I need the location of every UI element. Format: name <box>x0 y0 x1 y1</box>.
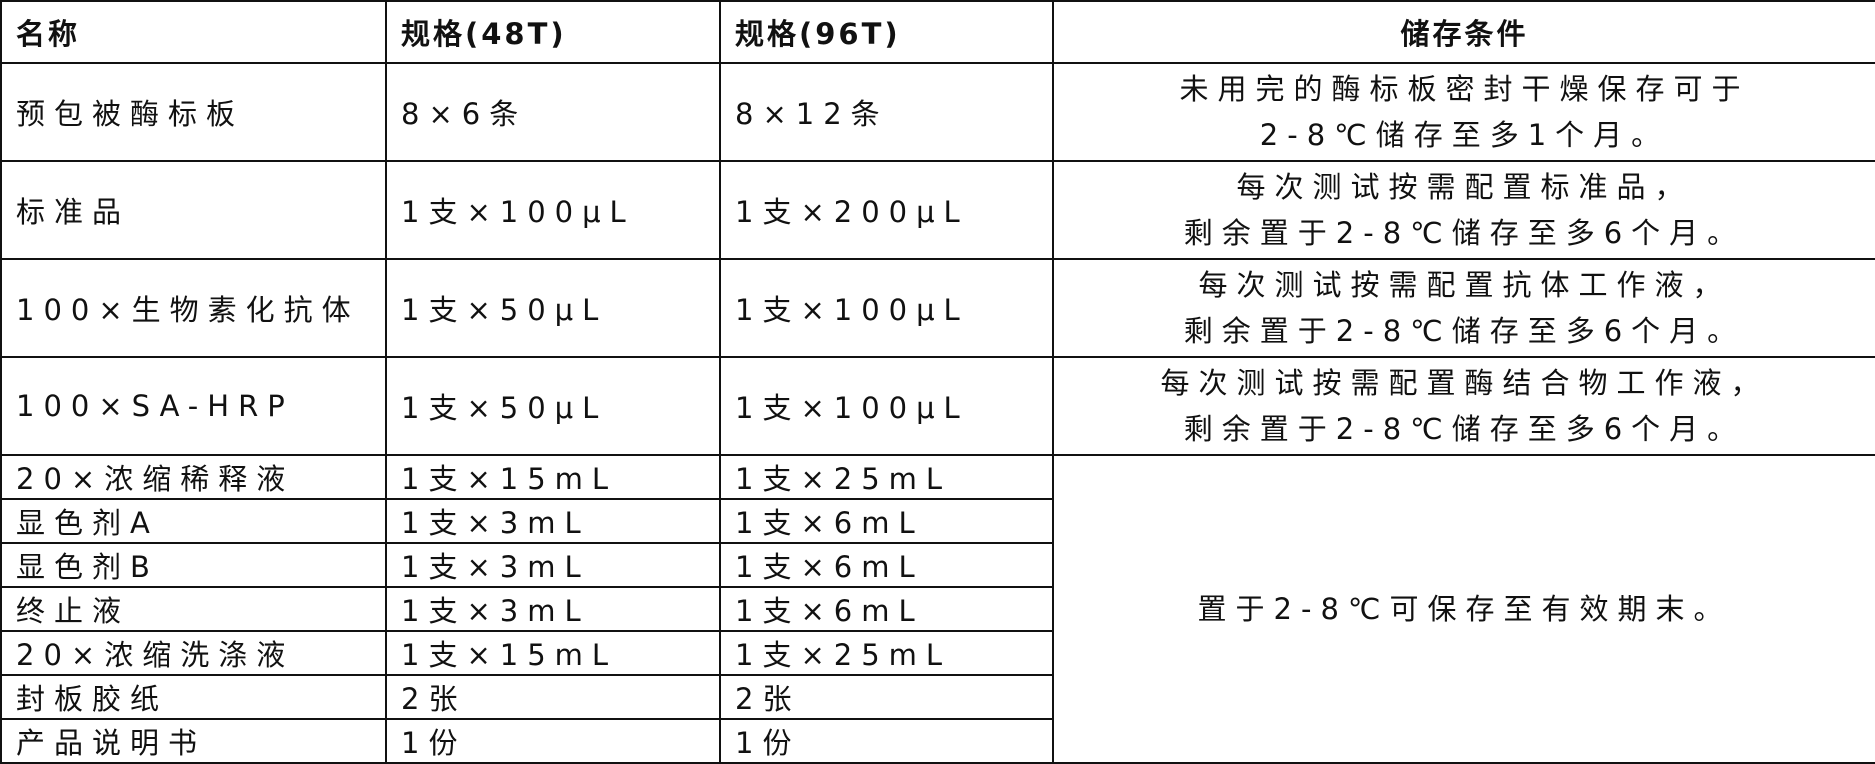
cell-name: 标准品 <box>0 160 387 260</box>
table-row: 标准品 1支×100μL 1支×200μL 每次测试按需配置标准品， 剩余置于2-8℃储… <box>0 160 1875 260</box>
cell-name: 终止液 <box>0 586 387 632</box>
header-spec-96t: 规格(96T) <box>719 0 1054 64</box>
cell-spec48: 1支×50μL <box>385 258 721 358</box>
cell-name: 预包被酶标板 <box>0 62 387 162</box>
cell-storage: 每次测试按需配置标准品， 剩余置于2-8℃储存至多6个月。 <box>1052 160 1875 260</box>
storage-line: 每次测试按需配置抗体工作液， <box>1198 268 1731 302</box>
storage-line: 2-8℃储存至多1个月。 <box>1259 118 1670 152</box>
cell-spec48: 1支×50μL <box>385 356 721 456</box>
cell-spec48: 8×6条 <box>385 62 721 162</box>
cell-spec96: 1支×6mL <box>719 542 1054 588</box>
cell-spec96: 1支×25mL <box>719 630 1054 676</box>
cell-spec48: 2张 <box>385 674 721 720</box>
storage-line: 剩余置于2-8℃储存至多6个月。 <box>1183 314 1746 348</box>
cell-name: 产品说明书 <box>0 718 387 764</box>
table-row: 显色剂A 1支×3mL 1支×6mL <box>0 498 1875 544</box>
table-row: 终止液 1支×3mL 1支×6mL <box>0 586 1875 632</box>
cell-spec96: 1份 <box>719 718 1054 764</box>
cell-spec96: 1支×6mL <box>719 498 1054 544</box>
header-name: 名称 <box>0 0 387 64</box>
cell-name: 100×SA-HRP <box>0 356 387 456</box>
cell-spec96: 1支×25mL <box>719 454 1054 500</box>
cell-name: 封板胶纸 <box>0 674 387 720</box>
cell-spec96: 1支×200μL <box>719 160 1054 260</box>
cell-storage: 每次测试按需配置抗体工作液， 剩余置于2-8℃储存至多6个月。 <box>1052 258 1875 358</box>
table-row: 20×浓缩稀释液 1支×15mL 1支×25mL 置于2-8℃可保存至有效期末。 <box>0 454 1875 764</box>
cell-spec96: 2张 <box>719 674 1054 720</box>
cell-name: 显色剂B <box>0 542 387 588</box>
storage-line: 每次测试按需配置标准品， <box>1236 170 1693 204</box>
cell-storage: 未用完的酶标板密封干燥保存可于 2-8℃储存至多1个月。 <box>1052 62 1875 162</box>
cell-storage: 每次测试按需配置酶结合物工作液， 剩余置于2-8℃储存至多6个月。 <box>1052 356 1875 456</box>
cell-shared-storage: 置于2-8℃可保存至有效期末。 <box>1052 454 1875 764</box>
cell-spec48: 1支×15mL <box>385 630 721 676</box>
cell-spec48: 1支×15mL <box>385 454 721 500</box>
cell-name: 20×浓缩稀释液 <box>0 454 387 500</box>
cell-spec48: 1支×3mL <box>385 542 721 588</box>
cell-spec48: 1支×100μL <box>385 160 721 260</box>
cell-spec96: 1支×100μL <box>719 258 1054 358</box>
header-row: 名称 规格(48T) 规格(96T) 储存条件 <box>0 0 1875 64</box>
cell-spec96: 1支×6mL <box>719 586 1054 632</box>
header-spec-48t: 规格(48T) <box>385 0 721 64</box>
storage-line: 每次测试按需配置酶结合物工作液， <box>1160 366 1769 400</box>
cell-spec96: 1支×100μL <box>719 356 1054 456</box>
table-row: 显色剂B 1支×3mL 1支×6mL <box>0 542 1875 588</box>
cell-name: 20×浓缩洗涤液 <box>0 630 387 676</box>
cell-spec48: 1支×3mL <box>385 498 721 544</box>
table-row: 封板胶纸 2张 2张 <box>0 674 1875 720</box>
cell-spec96: 8×12条 <box>719 62 1054 162</box>
table-row: 100×生物素化抗体 1支×50μL 1支×100μL 每次测试按需配置抗体工作液， 剩… <box>0 258 1875 358</box>
table-row: 100×SA-HRP 1支×50μL 1支×100μL 每次测试按需配置酶结合物工作液… <box>0 356 1875 456</box>
cell-name: 显色剂A <box>0 498 387 544</box>
storage-line: 剩余置于2-8℃储存至多6个月。 <box>1183 216 1746 250</box>
table-row: 预包被酶标板 8×6条 8×12条 未用完的酶标板密封干燥保存可于 2-8℃储存至多1个… <box>0 62 1875 162</box>
cell-name: 100×生物素化抗体 <box>0 258 387 358</box>
storage-line: 剩余置于2-8℃储存至多6个月。 <box>1183 412 1746 446</box>
cell-spec48: 1份 <box>385 718 721 764</box>
header-storage: 储存条件 <box>1052 0 1875 64</box>
cell-spec48: 1支×3mL <box>385 586 721 632</box>
table-row: 20×浓缩洗涤液 1支×15mL 1支×25mL <box>0 630 1875 676</box>
storage-line: 未用完的酶标板密封干燥保存可于 <box>1179 72 1750 106</box>
